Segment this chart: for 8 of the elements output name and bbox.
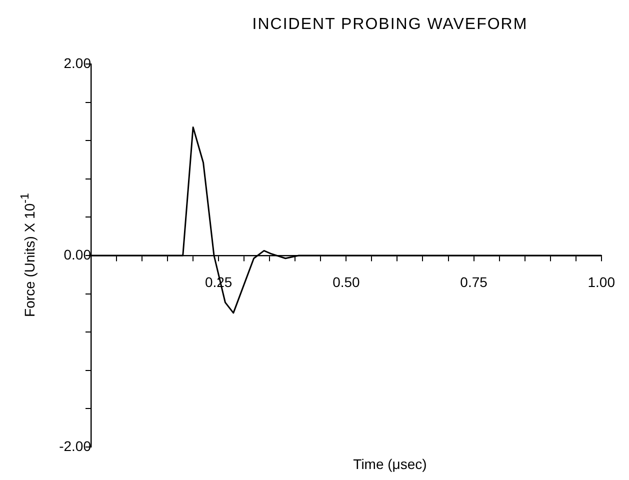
x-tick-label: 1.00 (588, 274, 616, 290)
x-tick-label: 0.50 (332, 274, 360, 290)
chart-title: INCIDENT PROBING WAVEFORM (251, 16, 529, 34)
x-tick-label: 0.75 (460, 274, 488, 290)
x-axis-title: Time (μsec) (352, 456, 428, 472)
y-tick-label: 0.00 (64, 246, 92, 262)
y-tick-label: -2.00 (59, 438, 92, 454)
y-tick-label: 2.00 (64, 54, 92, 71)
